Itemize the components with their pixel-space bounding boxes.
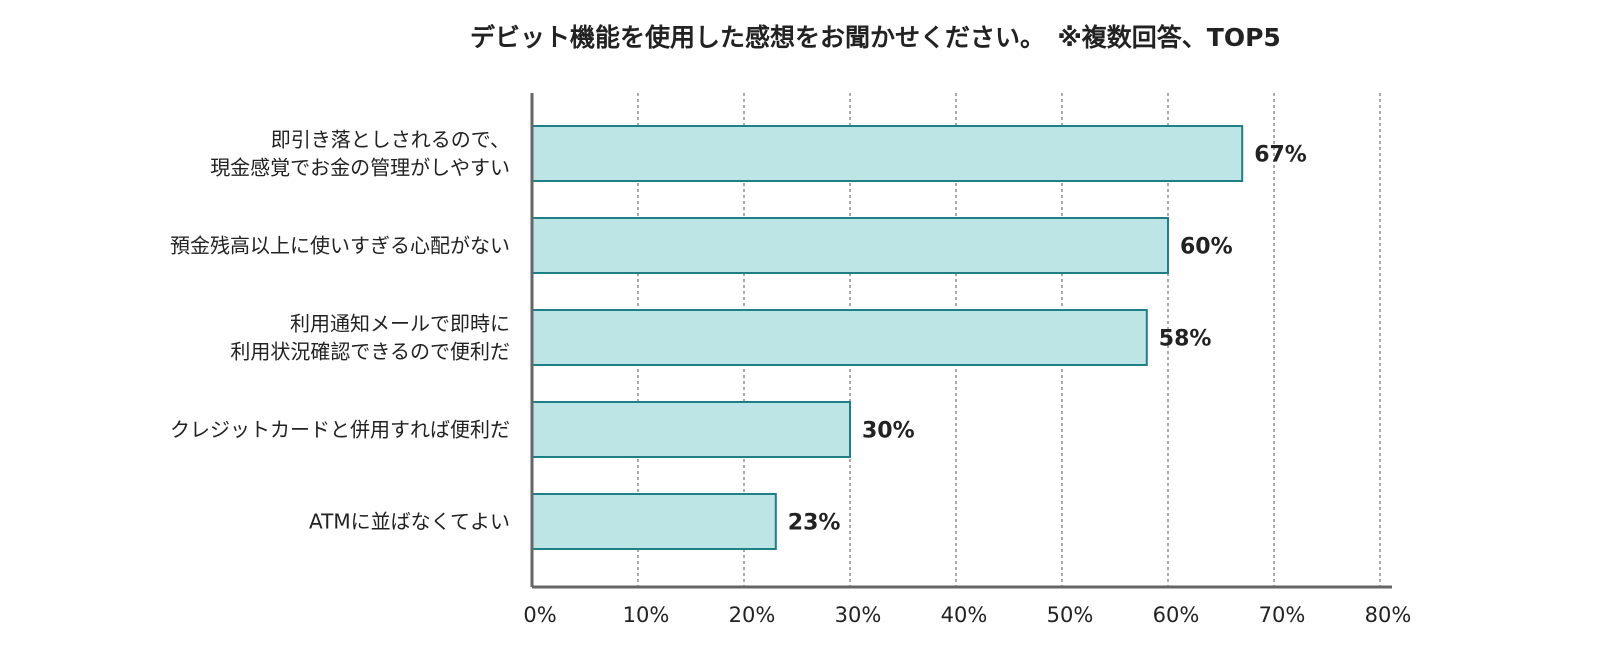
x-tick-label-20: 20% [729,603,776,627]
x-tick-label-60: 60% [1153,603,1200,627]
x-tick-label-30: 30% [835,603,882,627]
bar-1 [531,217,1169,274]
category-label-4: ATMに並ばなくてよい [309,510,510,534]
value-label-3: 30% [862,419,915,444]
bar-4 [531,493,777,550]
bar-2 [531,309,1148,366]
value-label-0: 67% [1254,143,1307,168]
axes [530,93,1392,589]
chart-title: デビット機能を使用した感想をお聞かせください。 ※複数回答、TOP5 [470,23,1281,52]
bar-0 [531,125,1244,182]
category-label-2-line-1: 利用状況確認できるので便利だ [230,340,510,364]
x-tick-label-40: 40% [941,603,988,627]
category-label-0-line-0: 即引き落としされるので、 [271,128,510,152]
category-label-1: 預金残高以上に使いすぎる心配がない [170,234,510,258]
category-label-3: クレジットカードと併用すれば便利だ [170,418,510,442]
value-label-1: 60% [1180,235,1233,260]
category-label-1-line-0: 預金残高以上に使いすぎる心配がない [170,234,510,258]
x-tick-label-0: 0% [523,603,556,627]
category-label-4-line-0: ATMに並ばなくてよい [309,510,510,534]
category-label-0: 即引き落としされるので、現金感覚でお金の管理がしやすい [210,128,510,180]
bar-3 [531,401,851,458]
bars [531,125,1244,550]
category-label-3-line-0: クレジットカードと併用すれば便利だ [170,418,510,442]
category-label-2: 利用通知メールで即時に利用状況確認できるので便利だ [230,312,510,364]
labels: 0% 10% 20% 30% 40% 50% 60% 70% 80% 67% 即引き落としされるので… [170,128,1411,628]
value-label-2: 58% [1159,327,1212,352]
x-tick-label-70: 70% [1259,603,1306,627]
x-tick-label-80: 80% [1365,603,1412,627]
value-label-4: 23% [788,511,841,536]
x-tick-label-10: 10% [623,603,670,627]
category-label-2-line-0: 利用通知メールで即時に [290,312,510,336]
x-tick-label-50: 50% [1047,603,1094,627]
category-label-0-line-1: 現金感覚でお金の管理がしやすい [210,156,510,180]
